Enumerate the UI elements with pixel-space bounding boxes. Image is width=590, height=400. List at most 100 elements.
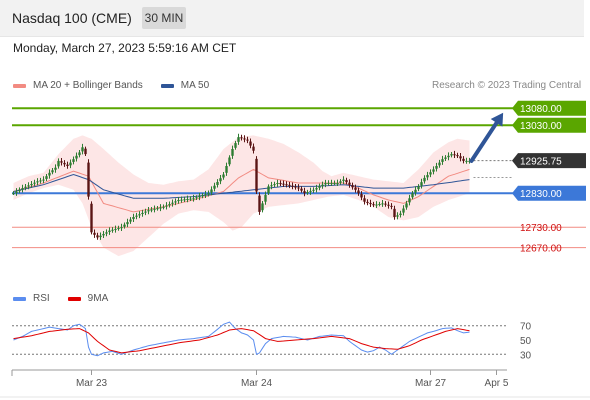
candle-body (324, 183, 327, 185)
candle-body (444, 157, 447, 159)
target-arrow-head (490, 112, 504, 127)
rsi-legend: RSI 9MA (13, 293, 108, 304)
candle-body (30, 184, 33, 186)
candle-body (267, 186, 270, 194)
instrument-title: Nasdaq 100 (CME) (12, 10, 132, 26)
candle-body (420, 182, 423, 186)
rsi-ma-legend-swatch (67, 296, 81, 301)
timeframe-button[interactable]: 30 MIN (142, 7, 186, 29)
candle-body (132, 217, 135, 220)
price-legend: MA 20 + Bollinger Bands MA 50 (13, 80, 209, 91)
candle-body (33, 182, 36, 184)
candle-body (60, 161, 63, 163)
time-tick-label: Mar 23 (76, 378, 108, 389)
candle-body (168, 204, 171, 206)
candle-body (87, 162, 90, 197)
rsi-panel: 70 50 30 (12, 321, 532, 361)
candle-body (351, 185, 354, 188)
candle-body (108, 230, 111, 232)
candle-body (309, 190, 312, 192)
last-price-label-box (512, 153, 586, 169)
levels-layer (12, 107, 586, 249)
rsi-legend-label: RSI (33, 293, 50, 304)
candle-body (57, 160, 60, 167)
candle-body (441, 159, 444, 162)
candle-body (288, 184, 291, 186)
candle-body (270, 185, 273, 187)
candle-body (354, 187, 357, 190)
candle-body (231, 149, 234, 156)
candle-body (90, 203, 93, 233)
candle-body (102, 234, 105, 236)
candle-body (138, 214, 141, 216)
candle-body (219, 178, 222, 182)
candle-body (192, 198, 195, 200)
candle-body (183, 199, 186, 201)
candle-body (447, 155, 450, 158)
candle-body (141, 212, 144, 215)
candle-body (387, 204, 390, 206)
candle-body (468, 160, 471, 162)
candle-body (297, 187, 300, 189)
candle-body (435, 166, 438, 169)
candle-body (213, 185, 216, 189)
candle-body (156, 208, 159, 210)
candle-body (150, 209, 153, 211)
rsi-legend-swatch (13, 296, 26, 301)
rsi-tick-label: 50 (520, 336, 532, 347)
candle-body (225, 166, 228, 173)
candle-body (144, 211, 147, 213)
candle-body (396, 215, 399, 217)
candle-body (78, 152, 81, 156)
grid-layer (0, 369, 590, 398)
candle-body (147, 210, 150, 212)
candle-body (372, 204, 375, 206)
candle-body (12, 193, 15, 195)
time-tick-label: Mar 27 (415, 378, 447, 389)
candle-body (171, 202, 174, 204)
candle-body (15, 191, 18, 193)
candle-body (405, 203, 408, 208)
candle-body (24, 186, 27, 188)
candle-body (198, 196, 201, 198)
candle-body (342, 179, 345, 181)
candle-body (399, 213, 402, 215)
candle-body (429, 172, 432, 175)
candle-body (321, 184, 324, 187)
candle-body (336, 183, 339, 184)
candle-body (414, 189, 417, 193)
candle-body (180, 199, 183, 201)
time-axis: Mar 23 Mar 24 Mar 27 Apr 5 (76, 370, 509, 389)
resistance-label-box (512, 100, 586, 116)
candle-body (162, 206, 165, 208)
rsi-line (13, 321, 470, 357)
candle-body (165, 205, 168, 207)
candle-body (216, 181, 219, 185)
candle-body (201, 195, 204, 197)
candle-body (282, 183, 285, 185)
candle-body (174, 201, 177, 203)
candle-body (96, 235, 99, 238)
candle-body (252, 146, 255, 151)
candle-body (204, 194, 207, 196)
candle-body (72, 159, 75, 162)
candle-body (402, 208, 405, 213)
candle-body (159, 207, 162, 209)
candle-body (423, 177, 426, 182)
candle-body (186, 198, 189, 200)
candle-body (228, 157, 231, 165)
candle-body (300, 188, 303, 191)
candle-body (222, 174, 225, 178)
candle-body (48, 172, 51, 176)
resistance-label-box (512, 117, 586, 133)
candle-body (312, 189, 315, 191)
candle-body (426, 175, 429, 178)
candle-body (438, 162, 441, 166)
candle-body (195, 197, 198, 199)
ma20-legend-label: MA 20 + Bollinger Bands (33, 80, 143, 91)
candle-body (363, 198, 366, 202)
candle-body (63, 162, 66, 165)
header (0, 0, 584, 37)
candle-body (123, 224, 126, 227)
